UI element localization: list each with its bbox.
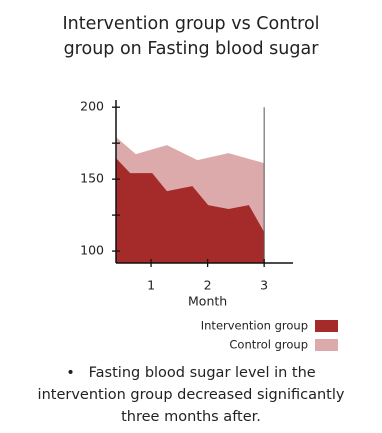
legend-label: Intervention group: [201, 319, 308, 333]
note: • Fasting blood sugar level in the inter…: [37, 365, 345, 425]
legend-swatch: [315, 339, 338, 351]
y-tick-label: 150: [80, 171, 104, 186]
chart-title: Intervention group vs Control group on F…: [62, 14, 320, 59]
x-tick-label: 2: [204, 278, 212, 293]
y-tick-label: 200: [80, 99, 104, 114]
chart: 100 150 200 1 2 3 Month Intervention group Contr…: [80, 99, 338, 352]
x-tick-label: 1: [147, 278, 155, 293]
y-tick-label: 100: [80, 243, 104, 258]
x-tick-label: 3: [260, 278, 268, 293]
legend-label: Control group: [229, 338, 308, 352]
x-axis-label: Month: [188, 294, 227, 309]
area: [116, 158, 265, 263]
note-text: Fasting blood sugar level in the interve…: [37, 365, 345, 425]
legend-swatch: [315, 320, 338, 332]
